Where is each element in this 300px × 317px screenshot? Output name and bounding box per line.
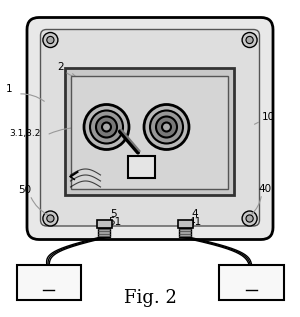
Bar — [16, 265, 81, 300]
Bar — [97, 220, 112, 228]
Text: 41: 41 — [188, 217, 202, 227]
Circle shape — [246, 215, 253, 222]
Text: 10: 10 — [262, 112, 275, 121]
FancyBboxPatch shape — [27, 17, 273, 240]
Text: 50: 50 — [19, 185, 32, 195]
Bar — [98, 228, 110, 237]
FancyBboxPatch shape — [40, 29, 260, 226]
Circle shape — [84, 105, 129, 150]
Text: 7: 7 — [44, 275, 54, 289]
Text: 6: 6 — [246, 275, 256, 289]
Bar — [70, 76, 228, 189]
Circle shape — [162, 122, 171, 132]
Circle shape — [47, 36, 54, 44]
Bar — [64, 68, 234, 195]
Text: 4: 4 — [191, 209, 198, 219]
Circle shape — [242, 33, 257, 48]
Circle shape — [90, 111, 123, 144]
Text: 40: 40 — [259, 184, 272, 193]
Text: 2: 2 — [57, 62, 64, 72]
Text: 1: 1 — [6, 85, 13, 94]
Circle shape — [156, 117, 177, 138]
Circle shape — [96, 117, 117, 138]
Circle shape — [102, 122, 111, 132]
Text: 3.1,3.2: 3.1,3.2 — [9, 129, 40, 138]
Circle shape — [47, 215, 54, 222]
Circle shape — [43, 33, 58, 48]
Circle shape — [246, 36, 253, 44]
Circle shape — [43, 211, 58, 226]
Circle shape — [144, 105, 189, 150]
Bar — [128, 156, 154, 178]
Bar — [179, 228, 191, 237]
Text: 5: 5 — [110, 209, 117, 219]
Text: Fig. 2: Fig. 2 — [124, 289, 176, 307]
Circle shape — [242, 211, 257, 226]
Text: 51: 51 — [108, 217, 121, 227]
Circle shape — [150, 111, 183, 144]
Bar — [219, 265, 284, 300]
Bar — [178, 220, 193, 228]
